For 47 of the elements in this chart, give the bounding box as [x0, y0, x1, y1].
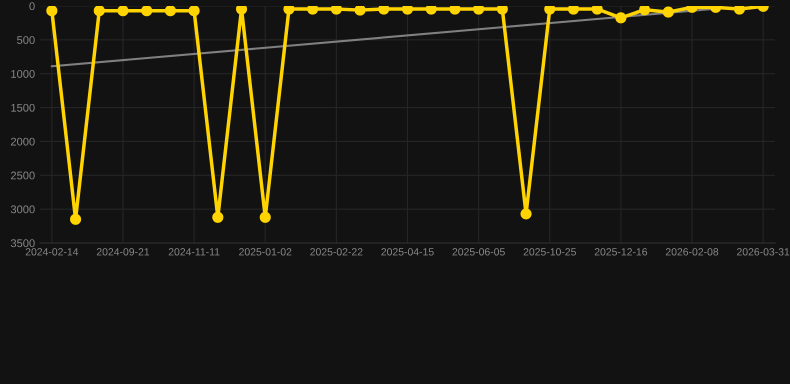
- y-tick-label: 3500: [10, 239, 35, 248]
- point: [592, 6, 603, 15]
- x-tick-label: 2024-02-14: [26, 248, 78, 256]
- point: [662, 6, 674, 18]
- y-tick-label: 0: [29, 2, 35, 10]
- point: [449, 6, 460, 15]
- x-tick-label: 2025-10-25: [524, 248, 576, 256]
- point: [141, 6, 152, 16]
- y-tick-label: 2000: [10, 138, 35, 146]
- x-tick-label: 2025-12-16: [594, 248, 648, 256]
- x-tick-label: 2025-04-15: [381, 248, 434, 256]
- point: [260, 212, 271, 223]
- point: [639, 6, 650, 16]
- point: [70, 214, 82, 225]
- y-tick-label: 1000: [11, 70, 35, 78]
- y-tick-label: 3000: [10, 205, 35, 214]
- point: [307, 6, 318, 15]
- point: [544, 6, 556, 15]
- point: [402, 6, 414, 15]
- x-tick-label: 2026-02-08: [666, 248, 718, 256]
- y-tick-label: 1500: [11, 104, 35, 112]
- point: [236, 6, 248, 15]
- x-tick-label: 2025-02-22: [310, 248, 362, 256]
- point: [615, 12, 626, 24]
- point: [426, 6, 437, 15]
- point: [734, 6, 745, 15]
- point: [354, 6, 366, 16]
- point: [164, 6, 176, 16]
- point: [94, 6, 105, 16]
- point: [188, 6, 200, 16]
- x-tick-label: 2025-06-05: [452, 248, 505, 256]
- point: [283, 6, 295, 15]
- point: [520, 208, 532, 220]
- x-tick-label: 2025-01-02: [239, 248, 292, 256]
- y-tick-label: 500: [17, 36, 35, 44]
- x-tick-label: 2024-09-21: [96, 248, 150, 256]
- point: [212, 212, 224, 223]
- y-tick-label: 2500: [10, 172, 35, 180]
- point: [473, 6, 484, 15]
- x-tick-label: 2026-03-31: [737, 248, 790, 256]
- point: [330, 6, 342, 15]
- point: [46, 6, 58, 16]
- point: [568, 6, 580, 15]
- x-tick-label: 2024-11-11: [168, 248, 220, 256]
- point: [378, 6, 390, 15]
- point: [496, 6, 508, 15]
- point: [117, 6, 129, 16]
